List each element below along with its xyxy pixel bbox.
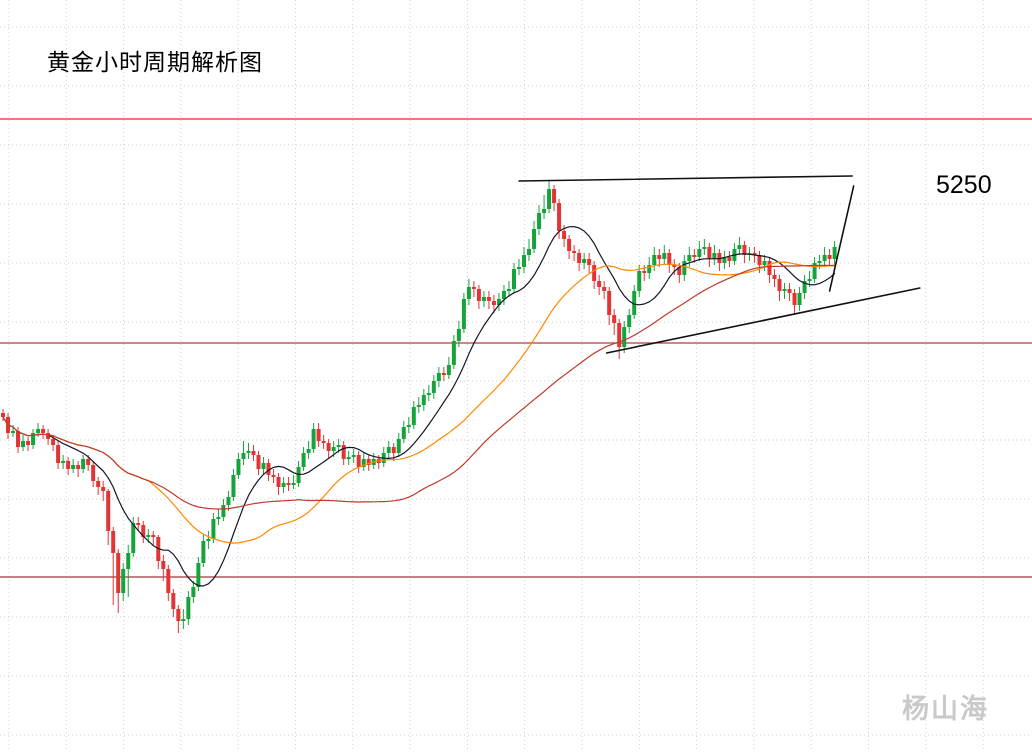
author-watermark: 杨山海 — [902, 694, 989, 724]
chart-title: 黄金小时周期解析图 — [47, 49, 263, 75]
resistance-price-label: 5250 — [936, 171, 992, 199]
